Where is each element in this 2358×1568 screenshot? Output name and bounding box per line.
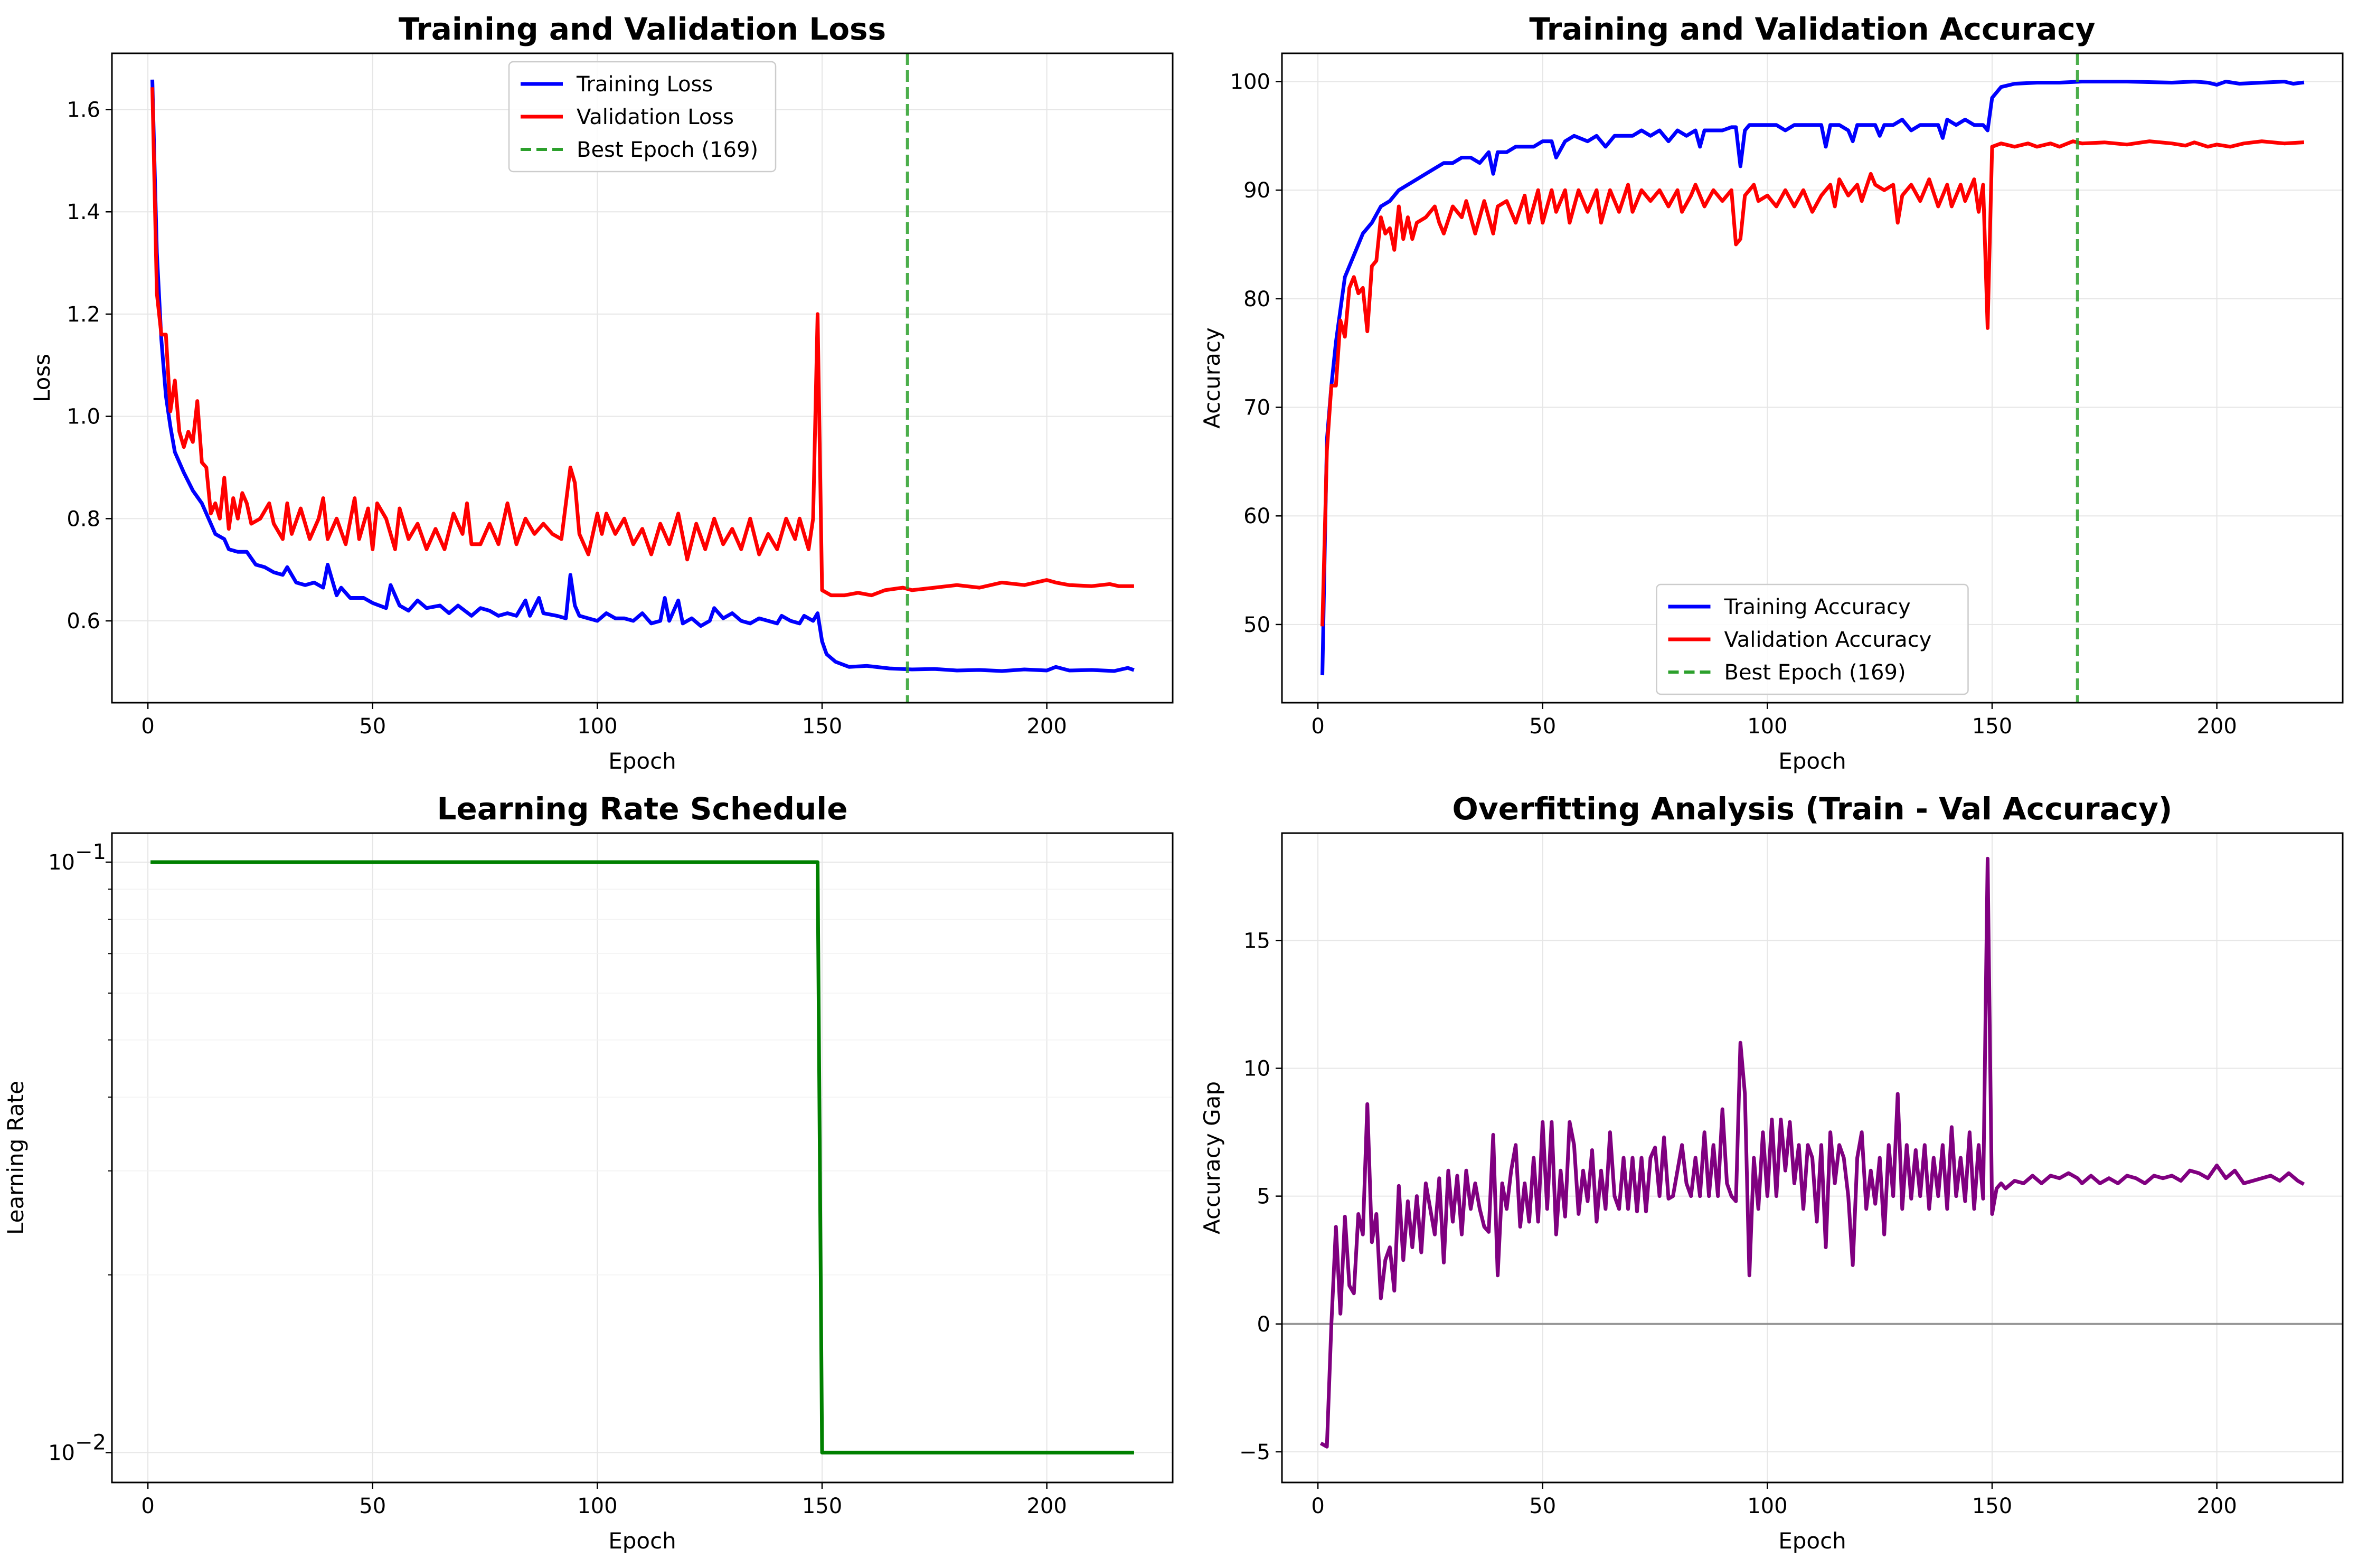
- series-line-0: [1321, 80, 2305, 676]
- legend-label: Validation Loss: [577, 105, 734, 129]
- overfitting-chart: 0 50 100 150 200 −5 0 5 10 15 Overfitting Analysis…: [1199, 791, 2344, 1554]
- x-tick-label: 150: [1972, 1494, 2012, 1518]
- accuracy-chart: 0 50 100 150 200 50 60 70 80 90 100 Training and Va…: [1199, 11, 2344, 774]
- x-axis-label: Epoch: [608, 1528, 676, 1554]
- legend-label: Best Epoch (169): [577, 138, 758, 162]
- y-tick-label: 90: [1243, 178, 1270, 203]
- chart-title: Overfitting Analysis (Train - Val Accura…: [1452, 791, 2173, 827]
- y-tick-exponent: −2: [75, 1430, 106, 1454]
- x-tick-label: 50: [359, 1494, 386, 1518]
- x-tick-label: 50: [1529, 1494, 1556, 1518]
- legend: Training Accuracy Validation Accuracy Best…: [1656, 583, 1969, 695]
- chart-title: Learning Rate Schedule: [437, 791, 847, 827]
- y-tick-label: 100: [1230, 70, 1270, 94]
- x-tick-label: 150: [802, 714, 842, 739]
- chart-title: Training and Validation Loss: [399, 11, 886, 47]
- x-tick-label: 0: [141, 714, 154, 739]
- x-axis-label: Epoch: [1778, 748, 1846, 774]
- y-tick-label: 1.4: [67, 200, 100, 224]
- x-tick-label: 200: [1026, 714, 1067, 739]
- y-tick-label: 1.0: [67, 405, 100, 429]
- legend-box: [508, 61, 777, 173]
- y-tick-label: 60: [1243, 504, 1270, 528]
- plot-area: [150, 53, 1135, 703]
- x-axis-label: Epoch: [608, 748, 676, 774]
- x-tick-label: 0: [141, 1494, 154, 1518]
- legend-box: [1656, 583, 1969, 695]
- x-tick-label: 50: [1529, 714, 1556, 739]
- axes-frame: [111, 52, 1174, 704]
- plot-area: [1282, 856, 2343, 1449]
- y-axis-label: Accuracy: [1199, 327, 1225, 429]
- y-tick-label: 10: [48, 1441, 75, 1465]
- y-tick-label: 1.2: [67, 303, 100, 327]
- y-tick-label: 50: [1243, 613, 1270, 637]
- y-tick-label: 0.8: [67, 507, 100, 531]
- series-line-1: [1321, 139, 2305, 627]
- loss-chart: 0 50 100 150 200 0.6 0.8 1.0 1.2 1.4 1.6 Training a…: [29, 11, 1174, 774]
- axes-frame: [1281, 52, 2344, 704]
- y-tick-label: 1.6: [67, 98, 100, 122]
- y-axis-label: Accuracy Gap: [1199, 1081, 1225, 1234]
- x-tick-label: 150: [1972, 714, 2012, 739]
- x-tick-label: 0: [1311, 1494, 1324, 1518]
- x-tick-label: 0: [1311, 714, 1324, 739]
- axes-frame: [1281, 832, 2344, 1484]
- x-tick-label: 200: [2196, 1494, 2237, 1518]
- legend-label: Validation Accuracy: [1724, 628, 1932, 652]
- y-tick-label: 80: [1243, 287, 1270, 311]
- x-tick-label: 50: [359, 714, 386, 739]
- legend-label: Training Loss: [576, 72, 713, 97]
- x-axis-label: Epoch: [1778, 1528, 1846, 1554]
- series-line-0: [150, 79, 1135, 673]
- legend: Training Loss Validation Loss Best Epoch (…: [508, 61, 777, 173]
- y-tick-label: 0: [1257, 1312, 1270, 1337]
- legend-label: Best Epoch (169): [1724, 660, 1906, 685]
- x-tick-label: 100: [577, 1494, 617, 1518]
- series-line-0: [1319, 856, 2305, 1449]
- x-tick-label: 150: [802, 1494, 842, 1518]
- y-tick-label: 10: [48, 851, 75, 875]
- plot-area: [150, 860, 1134, 1454]
- plot-area: [1321, 53, 2305, 703]
- y-tick-label: 0.6: [67, 609, 100, 634]
- y-tick-label: 70: [1243, 396, 1270, 420]
- y-tick-label: −5: [1239, 1440, 1270, 1465]
- x-tick-label: 100: [1747, 1494, 1787, 1518]
- y-tick-label: 5: [1257, 1185, 1270, 1209]
- series-line-1: [150, 87, 1134, 598]
- y-axis-label: Loss: [29, 354, 55, 402]
- y-tick-label: 15: [1243, 929, 1270, 953]
- series-line-0: [150, 860, 1134, 1454]
- legend-label: Training Accuracy: [1724, 595, 1911, 619]
- x-tick-label: 200: [1026, 1494, 1067, 1518]
- y-tick-label: 10: [1243, 1057, 1270, 1081]
- x-tick-label: 200: [2196, 714, 2237, 739]
- y-axis-label: Learning Rate: [3, 1081, 29, 1235]
- x-tick-label: 100: [577, 714, 617, 739]
- axes-frame: [111, 832, 1174, 1484]
- y-tick-exponent: −1: [75, 840, 106, 864]
- x-tick-label: 100: [1747, 714, 1787, 739]
- chart-title: Training and Validation Accuracy: [1529, 11, 2095, 47]
